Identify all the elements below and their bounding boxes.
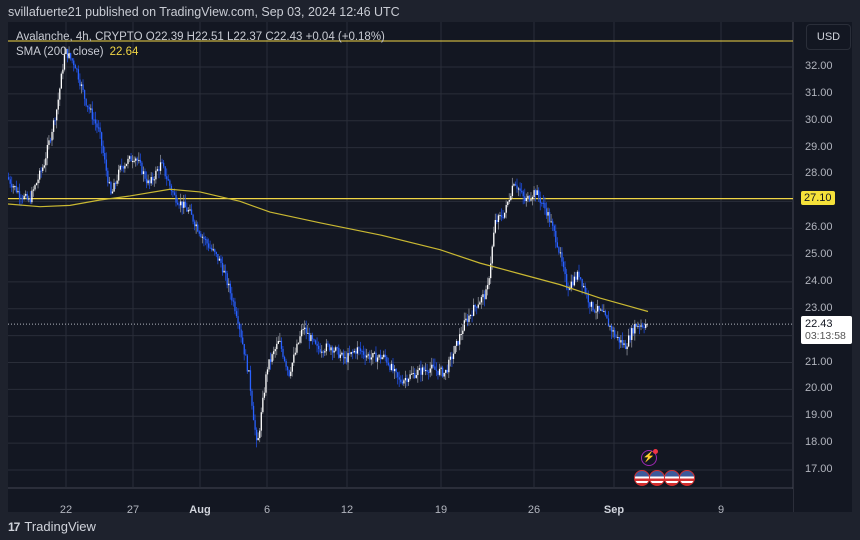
price-tick-label: 30.00 [805,113,833,126]
footer-brand[interactable]: 17 TradingView [8,519,96,534]
price-tick-label: 19.00 [805,409,833,422]
bar-countdown: 03:13:58 [805,330,846,343]
chart-area[interactable]: Avalanche, 4h, CRYPTO O22.39 H22.51 L22.… [8,22,852,516]
time-tick-label: Sep [603,504,625,516]
price-tick-label: 31.00 [805,86,833,99]
brand-name: TradingView [24,519,96,534]
sma-legend[interactable]: SMA (200, close) 22.64 [16,45,385,60]
time-tick-label: 12 [340,504,354,516]
last-price-tag: 22.43 03:13:58 [801,316,852,345]
time-tick-label: Aug [189,504,211,516]
notification-dot [653,449,658,454]
lightning-event-icon[interactable]: ⚡ [641,449,658,466]
us-flag-event-icon[interactable] [634,470,650,486]
sma-value: 22.64 [109,46,139,58]
sma-label: SMA (200, close) [16,46,104,58]
currency-button[interactable]: USD [806,24,851,50]
price-tick-label: 20.00 [805,382,833,395]
price-tick-label: 28.00 [805,167,833,180]
price-tick-label: 26.00 [805,221,833,234]
tradingview-logo-icon: 17 [8,519,20,534]
last-price: 22.43 [805,318,833,331]
published-byline: svillafuerte21 published on TradingView.… [8,5,400,19]
time-tick-label: 22 [59,504,73,516]
time-tick-label: 19 [434,504,448,516]
price-tick-label: 29.00 [805,140,833,153]
price-tick-label: 23.00 [805,301,833,314]
horizontal-level-tag: 27.10 [801,190,835,205]
economic-events[interactable] [634,470,695,486]
price-tick-label: 24.00 [805,274,833,287]
price-tick-label: 21.00 [805,355,833,368]
chart-legend: Avalanche, 4h, CRYPTO O22.39 H22.51 L22.… [16,30,385,60]
price-tick-label: 17.00 [805,463,833,475]
us-flag-event-icon[interactable] [664,470,680,486]
symbol-ohlc-line: Avalanche, 4h, CRYPTO O22.39 H22.51 L22.… [16,31,385,43]
price-tick-label: 25.00 [805,248,833,261]
time-tick-label: 9 [717,504,725,516]
time-tick-label: 27 [126,504,140,516]
us-flag-event-icon[interactable] [649,470,665,486]
price-tick-label: 18.00 [805,436,833,449]
price-tick-label: 32.00 [805,60,833,72]
time-tick-label: 26 [527,504,541,516]
candlestick-plot[interactable] [8,22,852,512]
us-flag-event-icon[interactable] [679,470,695,486]
time-tick-label: 6 [263,504,271,516]
